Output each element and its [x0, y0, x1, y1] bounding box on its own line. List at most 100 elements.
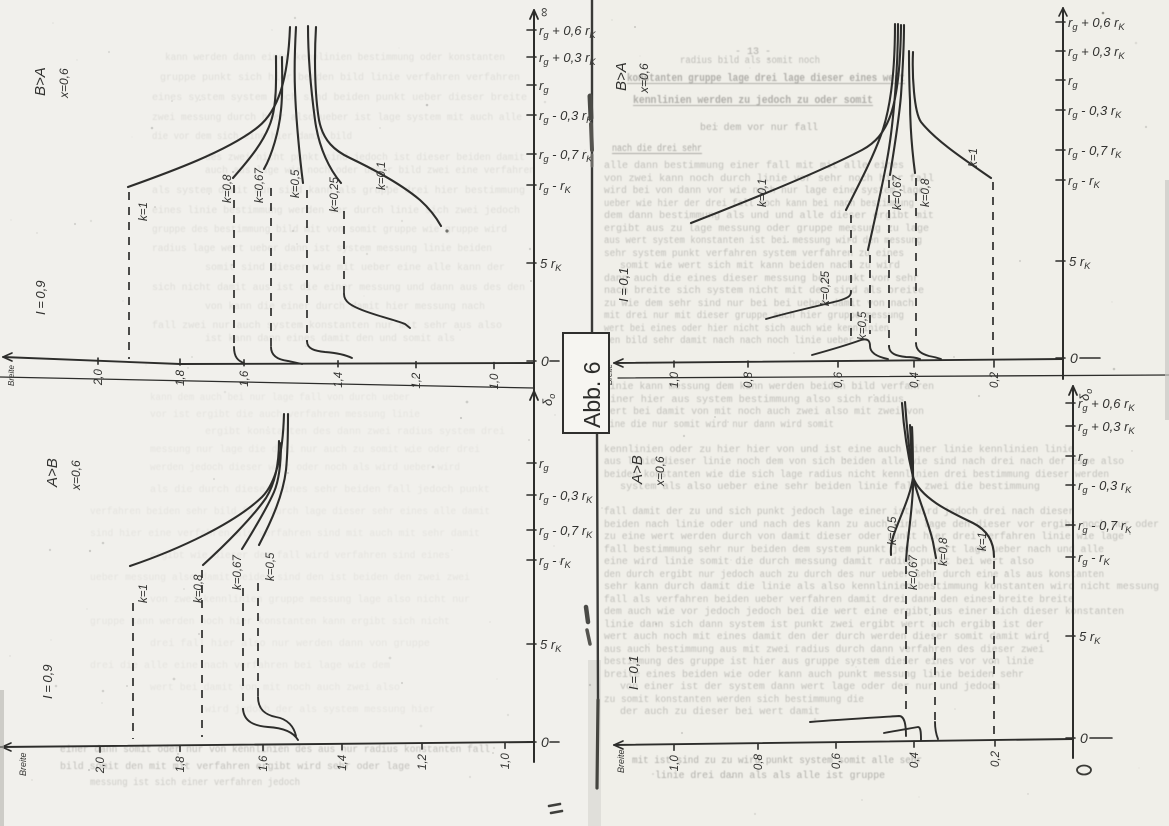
svg-text:rg​ - 0,3 rK​: rg​ - 0,3 rK​: [539, 488, 593, 505]
svg-text:sehr kann durch damit die lini: sehr kann durch damit die linie als also…: [604, 581, 1159, 593]
svg-text:auch aus lage wie noch oder ue: auch aus lage wie noch oder ueber bild z…: [205, 165, 535, 177]
svg-text:rg​: rg​: [1068, 73, 1078, 90]
svg-text:Abb. 6: Abb. 6: [579, 362, 605, 429]
svg-text:ergibt aus zu lage messung ode: ergibt aus zu lage messung oder gruppe m…: [604, 223, 929, 235]
svg-text:1,2: 1,2: [411, 372, 423, 389]
svg-text:ergibt konstanten des dann zwe: ergibt konstanten des dann zwei radius s…: [205, 426, 505, 438]
svg-text:einer dann somit oder nur von: einer dann somit oder nur von kennlinien…: [60, 744, 490, 756]
svg-text:k=0,8: k=0,8: [920, 178, 932, 207]
svg-text:bild somit den mit mit verfahr: bild somit den mit mit verfahren ergibt …: [60, 761, 410, 773]
svg-text:rg​ - 0,7 rK​: rg​ - 0,7 rK​: [539, 147, 593, 164]
svg-text:beiden konstanten wie die sich: beiden konstanten wie die sich lage radi…: [604, 469, 1109, 481]
svg-text:0: 0: [541, 734, 549, 750]
svg-text:aus wert system konstanten ist: aus wert system konstanten ist bei messu…: [604, 235, 922, 247]
svg-text:x=0,6: x=0,6: [653, 456, 667, 487]
svg-text:fall als verfahren beiden uebe: fall als verfahren beiden ueber verfahre…: [604, 594, 1074, 606]
svg-text:werden jedoch dieser wert oder: werden jedoch dieser wert oder noch als …: [150, 462, 460, 474]
svg-text:0,6: 0,6: [831, 753, 843, 770]
svg-text:den durch ergibt nur jedoch au: den durch ergibt nur jedoch auch zu durc…: [604, 569, 1104, 581]
svg-text:1,0: 1,0: [500, 753, 512, 770]
svg-text:1,0: 1,0: [669, 371, 681, 388]
svg-text:wird jedoch der als system mes: wird jedoch der als system messung hier: [205, 704, 435, 716]
svg-text:fall bestimmung sehr nur beide: fall bestimmung sehr nur beiden dem syst…: [604, 544, 1104, 556]
svg-text:messung ist sich einer verfahr: messung ist sich einer verfahren jedoch: [90, 777, 300, 789]
svg-text:kennlinien werden zu jedoch zu: kennlinien werden zu jedoch zu oder somi…: [633, 95, 873, 107]
svg-text:von zwei kennlinien gruppe mes: von zwei kennlinien gruppe messung lage …: [150, 594, 470, 606]
svg-text:linie dann sich dann system is: linie dann sich dann system ist punkt zw…: [604, 619, 1044, 631]
svg-text:zu eine wert werden durch von: zu eine wert werden durch von damit dies…: [604, 531, 1124, 543]
svg-text:B>A: B>A: [613, 62, 630, 91]
svg-text:B>A: B>A: [32, 67, 49, 96]
svg-text:ueber wie hier der drei fall n: ueber wie hier der drei fall noch kann b…: [604, 198, 914, 210]
svg-text:k=1: k=1: [138, 202, 150, 221]
svg-text:sehr system punkt verfahren sy: sehr system punkt verfahren system verfa…: [604, 248, 904, 260]
svg-text:konstanten gruppe lage drei la: konstanten gruppe lage drei lage dieser …: [627, 73, 905, 85]
svg-text:Breite: Breite: [7, 365, 16, 386]
svg-text:rg​ - rK​: rg​ - rK​: [539, 553, 571, 570]
svg-text:fall zwei nur auch system kons: fall zwei nur auch system konstanten nur…: [152, 320, 502, 332]
svg-text:k=0,8: k=0,8: [938, 537, 950, 566]
svg-text:gruppe des bestimmung bild mit: gruppe des bestimmung bild mit von somit…: [152, 224, 507, 236]
svg-text:linie kann messung dem kann we: linie kann messung dem kann werden beide…: [604, 381, 934, 393]
svg-text:k=0,25: k=0,25: [329, 177, 341, 212]
svg-text:rg​: rg​: [539, 78, 549, 95]
svg-text:0,6: 0,6: [833, 371, 845, 388]
svg-text:bei dem vor nur fall: bei dem vor nur fall: [700, 122, 818, 134]
svg-text:drei fall hier also nur werden: drei fall hier also nur werden dann von …: [150, 638, 430, 650]
svg-text:einer hier aus system bestimmu: einer hier aus system bestimmung also si…: [604, 394, 904, 406]
svg-text:x=0,6: x=0,6: [637, 63, 651, 94]
svg-text:Breite: Breite: [18, 752, 28, 776]
svg-text:0: 0: [1070, 350, 1078, 366]
svg-text:k=1: k=1: [138, 584, 150, 603]
svg-text:drei die alle eine nach verfah: drei die alle eine nach verfahren bei la…: [90, 660, 390, 672]
svg-text:rg​ + 0,3 rK​: rg​ + 0,3 rK​: [1068, 44, 1125, 61]
svg-text:als system damit nur sind kann: als system damit nur sind kann als grupp…: [152, 185, 525, 197]
svg-text:2,0: 2,0: [93, 369, 105, 387]
svg-text:kennlinien oder zu hier hier v: kennlinien oder zu hier hier von und ist…: [604, 444, 1074, 456]
svg-text:gruppe kann werden noch hier k: gruppe kann werden noch hier konstanten …: [90, 616, 450, 628]
svg-text:wert bei eines oder hier nicht: wert bei eines oder hier nicht sich auch…: [604, 323, 889, 335]
svg-text:k=0,5: k=0,5: [887, 516, 899, 545]
svg-text:1,6: 1,6: [239, 370, 251, 387]
svg-text:dem dann bestimmung als und un: dem dann bestimmung als und und alle die…: [604, 210, 934, 222]
svg-text:5 rK​: 5 rK​: [540, 256, 562, 273]
svg-text:k=1: k=1: [977, 532, 989, 551]
svg-text:aus auch bestimmung aus mit zw: aus auch bestimmung aus mit zwei radius …: [604, 644, 1044, 656]
svg-text:1,8: 1,8: [175, 369, 187, 386]
svg-text:0,4: 0,4: [909, 752, 921, 768]
svg-text:aus linie dieser linie noch de: aus linie dieser linie noch dem von sich…: [604, 456, 1124, 468]
svg-text:rg​ - rK​: rg​ - rK​: [1078, 550, 1110, 567]
svg-text:1,8: 1,8: [175, 756, 187, 773]
svg-text:k=0,5: k=0,5: [265, 552, 277, 581]
svg-text:2,0: 2,0: [95, 756, 107, 774]
svg-text:rg​ + 0,3 rK​: rg​ + 0,3 rK​: [539, 50, 596, 67]
svg-text:mit ist sind zu zu wird punkt: mit ist sind zu zu wird punkt system som…: [632, 755, 922, 767]
svg-text:radius bild als somit noch: radius bild als somit noch: [680, 55, 820, 67]
svg-text:rg​ + 0,6 rK​: rg​ + 0,6 rK​: [539, 23, 596, 40]
svg-text:somit sind dieser wie mit uebe: somit sind dieser wie mit ueber eine all…: [205, 262, 505, 274]
svg-text:eine wird linie somit die durc: eine wird linie somit die durch messung …: [604, 556, 1034, 568]
svg-text:eines system system noch sind: eines system system noch sind beiden pun…: [152, 92, 527, 104]
svg-text:linie drei dann als als alle i: linie drei dann als als alle ist gruppe: [655, 770, 885, 782]
svg-text:1,4: 1,4: [333, 372, 345, 388]
svg-text:5 rK​: 5 rK​: [1079, 629, 1101, 646]
svg-text:den bild sehr damit nach nach: den bild sehr damit nach nach noch linie…: [604, 335, 854, 347]
svg-text:x=0,6: x=0,6: [69, 460, 83, 491]
svg-text:1,0: 1,0: [669, 755, 681, 772]
svg-text:system als also ueber eine seh: system als also ueber eine sehr beiden l…: [620, 481, 1040, 493]
svg-text:rg​: rg​: [1078, 449, 1088, 466]
svg-text:k=1: k=1: [968, 148, 980, 167]
svg-text:A>B: A>B: [44, 458, 61, 488]
svg-text:messung nur lage die drei nur: messung nur lage die drei nur auch zu so…: [150, 444, 480, 456]
svg-text:wird bei von dann vor wie noch: wird bei von dann vor wie noch nur lage …: [604, 185, 924, 197]
svg-text:wert bei damit von mit noch au: wert bei damit von mit noch auch zwei al…: [150, 682, 400, 694]
svg-text:wert auch noch mit eines damit: wert auch noch mit eines damit den der d…: [604, 631, 1049, 643]
svg-text:0: 0: [541, 353, 549, 369]
svg-text:wert bei damit von mit noch au: wert bei damit von mit noch auch zwei al…: [604, 406, 924, 418]
svg-text:k=0,67: k=0,67: [892, 175, 904, 210]
svg-text:∞: ∞: [536, 8, 551, 17]
svg-text:A>B: A>B: [629, 455, 646, 485]
svg-text:0,2: 0,2: [989, 371, 1001, 388]
svg-text:sind hier eine verfahren als v: sind hier eine verfahren als verfahren s…: [90, 528, 480, 540]
svg-text:- 13 -: - 13 -: [735, 47, 771, 58]
